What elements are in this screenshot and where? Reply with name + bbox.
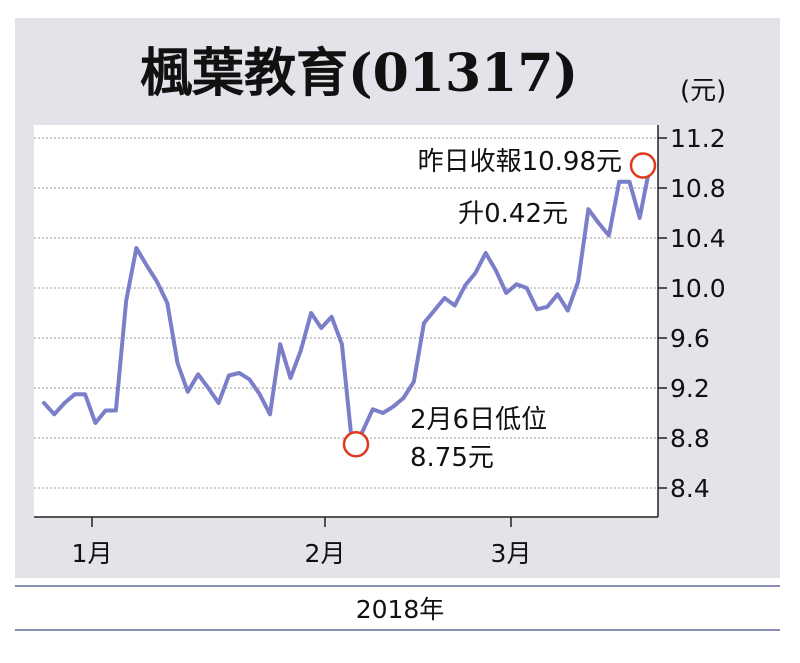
data-point <box>422 321 426 325</box>
data-point <box>556 292 560 296</box>
data-point <box>42 401 46 405</box>
data-point <box>515 282 519 286</box>
data-point <box>607 234 611 238</box>
data-point <box>196 372 200 376</box>
data-point <box>299 349 303 353</box>
footer-divider-top <box>15 585 780 587</box>
last-close-marker <box>629 152 657 179</box>
data-point <box>617 180 621 184</box>
data-point <box>576 280 580 284</box>
data-point <box>412 380 416 384</box>
data-point <box>227 374 231 378</box>
chart-title: 楓葉教育(01317) <box>140 43 579 104</box>
y-tick-label: 9.6 <box>670 324 710 353</box>
data-point <box>278 342 282 346</box>
data-point <box>443 296 447 300</box>
data-point <box>237 371 241 375</box>
data-point <box>340 342 344 346</box>
data-point <box>638 216 642 220</box>
x-axis-ticks: 1月 2月 3月 <box>72 517 532 568</box>
y-tick-label: 9.2 <box>670 374 710 403</box>
x-tick-label: 1月 <box>72 539 113 568</box>
data-point <box>391 405 395 409</box>
data-point <box>535 307 539 311</box>
data-point <box>319 326 323 330</box>
y-tick-label: 8.8 <box>670 424 710 453</box>
y-tick-label: 8.4 <box>670 474 710 503</box>
data-point <box>268 412 272 416</box>
data-point <box>309 311 313 315</box>
data-point <box>124 299 128 303</box>
annotation-low-value: 8.75元 <box>410 443 494 473</box>
data-point <box>114 409 118 413</box>
data-point <box>134 246 138 250</box>
y-tick-label: 10.0 <box>670 274 726 303</box>
data-point <box>289 376 293 380</box>
gridlines <box>34 137 658 489</box>
data-point <box>402 396 406 400</box>
data-point <box>217 401 221 405</box>
x-tick-label: 3月 <box>491 539 532 568</box>
data-point <box>525 286 529 290</box>
data-point <box>145 264 149 268</box>
y-tick-label: 11.2 <box>670 124 726 153</box>
data-point <box>494 269 498 273</box>
y-axis-unit-label: (元) <box>680 76 727 106</box>
y-tick-label: 10.4 <box>670 224 726 253</box>
data-point <box>52 412 56 416</box>
annotation-last-close: 昨日收報10.98元 <box>418 147 622 177</box>
x-axis-year-label: 2018年 <box>355 595 445 624</box>
y-axis-ticks: 11.2 10.8 10.4 10.0 9.6 9.2 8.8 8.4 <box>658 124 726 503</box>
data-point <box>586 207 590 211</box>
data-point <box>330 315 334 319</box>
data-point <box>206 386 210 390</box>
data-point <box>545 305 549 309</box>
data-point <box>247 377 251 381</box>
data-point <box>176 361 180 365</box>
data-point <box>186 390 190 394</box>
data-point <box>165 301 169 305</box>
data-point <box>73 392 77 396</box>
data-point <box>258 392 262 396</box>
data-point <box>63 401 67 405</box>
data-point <box>381 411 385 415</box>
data-point <box>453 304 457 308</box>
footer-divider-bottom <box>15 629 780 631</box>
data-point <box>432 309 436 313</box>
data-point <box>155 280 159 284</box>
data-point <box>628 180 632 184</box>
data-point <box>104 409 108 413</box>
data-point <box>83 392 87 396</box>
data-point <box>473 271 477 275</box>
data-point <box>463 284 467 288</box>
low-point-marker <box>342 431 370 458</box>
x-tick-label: 2月 <box>305 539 346 568</box>
data-point <box>566 309 570 313</box>
data-point <box>93 421 97 425</box>
price-series-line <box>42 163 652 447</box>
data-point <box>597 221 601 225</box>
data-point <box>484 251 488 255</box>
data-point <box>504 291 508 295</box>
annotation-low-date: 2月6日低位 <box>410 405 547 435</box>
annotation-change: 升0.42元 <box>458 199 568 229</box>
y-tick-label: 10.8 <box>670 174 726 203</box>
data-point <box>371 407 375 411</box>
